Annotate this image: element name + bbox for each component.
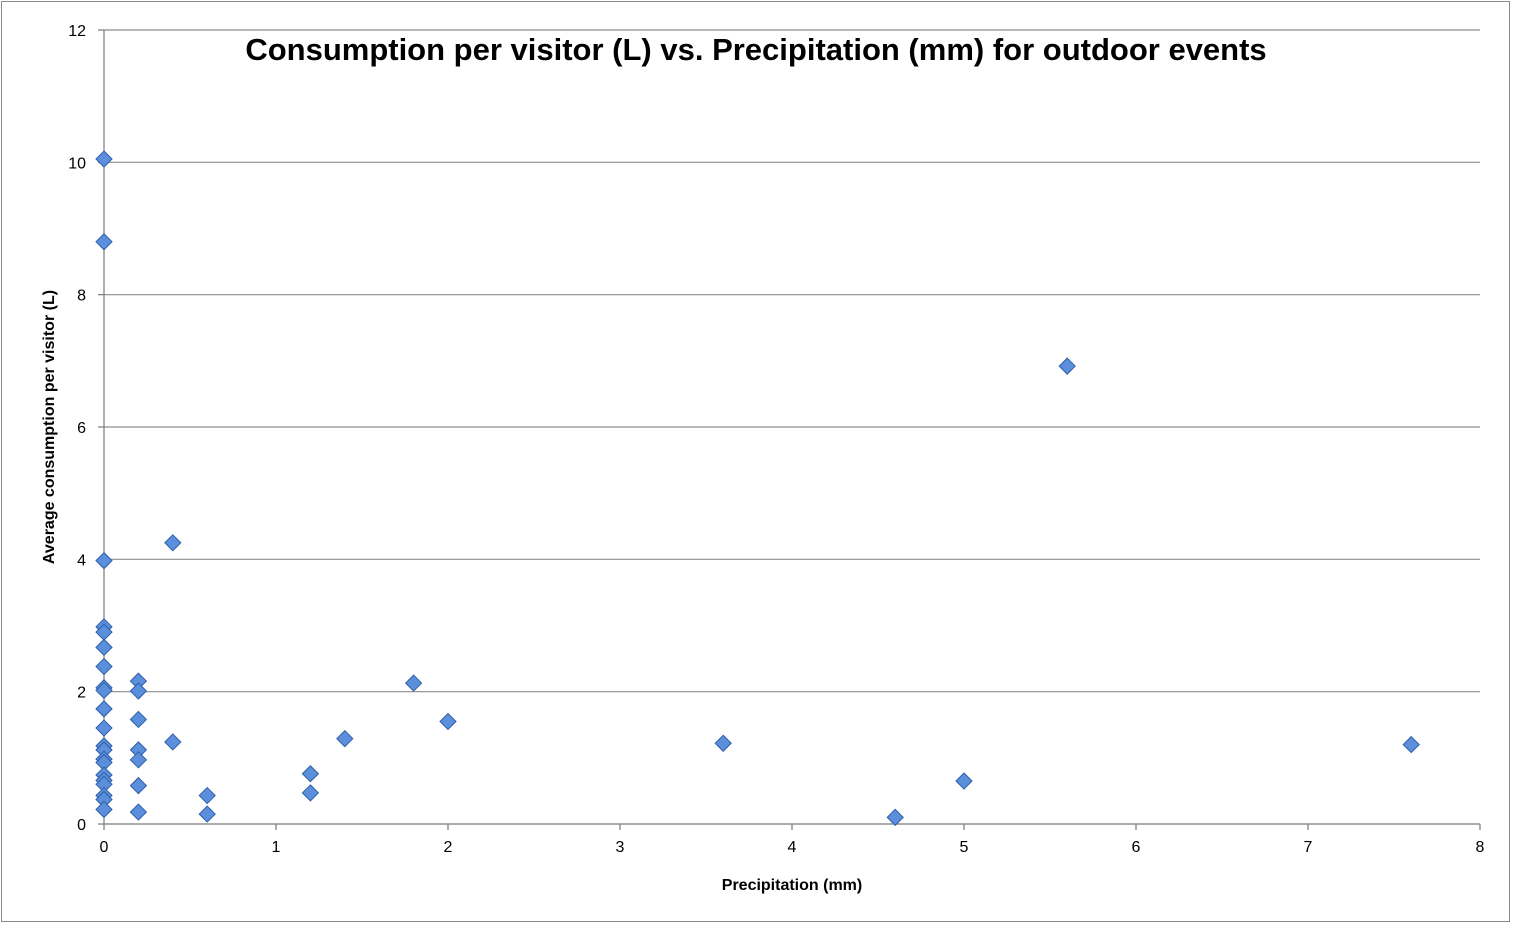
data-point-29 [164, 733, 182, 751]
data-point-27 [129, 803, 148, 821]
data-point-34 [336, 729, 354, 748]
x-tick-label: 3 [616, 839, 625, 856]
data-point-25 [129, 751, 148, 769]
data-point-39 [955, 772, 973, 790]
x-tick-label: 7 [1304, 839, 1313, 856]
y-tick-label: 6 [77, 420, 86, 437]
y-tick-label: 8 [77, 288, 86, 305]
y-tick-label: 4 [77, 552, 86, 569]
y-tick-label: 2 [77, 685, 86, 702]
data-point-22 [129, 682, 148, 700]
data-point-41 [1402, 735, 1420, 754]
data-point-35 [404, 674, 423, 692]
x-tick-label: 4 [788, 839, 797, 856]
data-point-26 [129, 776, 148, 795]
data-point-8 [95, 681, 113, 700]
y-tick-label: 12 [68, 23, 86, 40]
data-points [95, 150, 1420, 827]
data-point-38 [886, 808, 904, 827]
data-point-5 [95, 638, 113, 657]
x-tick-label: 5 [960, 839, 969, 856]
data-point-2 [95, 551, 113, 570]
data-point-23 [129, 710, 148, 729]
y-tick-label: 10 [68, 155, 86, 172]
data-point-9 [95, 700, 113, 718]
data-point-36 [439, 712, 457, 731]
data-point-10 [95, 719, 113, 737]
data-point-20 [95, 800, 113, 819]
x-tick-label: 1 [272, 839, 281, 856]
data-point-6 [95, 657, 113, 676]
x-tick-label: 2 [444, 839, 453, 856]
axes [98, 29, 1481, 830]
chart-title: Consumption per visitor (L) vs. Precipit… [245, 32, 1266, 67]
data-point-33 [301, 784, 320, 802]
data-point-30 [198, 786, 216, 805]
x-tick-label: 6 [1132, 839, 1141, 856]
x-tick-label: 8 [1476, 839, 1485, 856]
data-point-0 [95, 150, 113, 168]
data-point-1 [95, 233, 113, 251]
data-point-31 [198, 805, 216, 823]
y-tick-label: 0 [77, 817, 86, 834]
data-point-40 [1058, 357, 1076, 375]
data-point-32 [301, 765, 320, 783]
data-point-28 [164, 534, 182, 552]
gridlines [104, 29, 1480, 693]
y-axis-title: Average consumption per visitor (L) [41, 290, 58, 564]
data-point-37 [714, 734, 732, 752]
x-tick-label: 0 [100, 839, 109, 856]
x-axis-title: Precipitation (mm) [722, 877, 862, 894]
